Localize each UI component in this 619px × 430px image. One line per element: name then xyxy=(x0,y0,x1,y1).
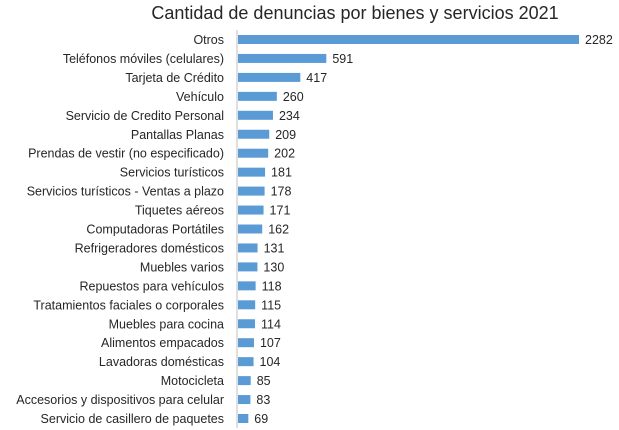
bar xyxy=(238,72,301,82)
data-label: 114 xyxy=(261,317,281,331)
bar xyxy=(238,376,251,386)
data-label: 162 xyxy=(268,223,289,237)
data-label: 118 xyxy=(262,279,282,293)
category-label: Teléfonos móviles (celulares) xyxy=(63,52,224,66)
category-label: Prendas de vestir (no especificado) xyxy=(28,147,224,161)
category-label: Otros xyxy=(193,33,224,47)
category-label: Computadoras Portátiles xyxy=(86,223,224,237)
category-label: Alimentos empacados xyxy=(101,336,224,350)
category-label: Refrigeradores domésticos xyxy=(75,241,224,255)
category-label: Repuestos para vehículos xyxy=(79,279,224,293)
data-label: 2282 xyxy=(585,33,613,47)
data-label: 202 xyxy=(274,147,295,161)
bar xyxy=(238,243,258,253)
bar xyxy=(238,281,256,291)
bar xyxy=(238,110,273,120)
data-label: 69 xyxy=(254,412,268,426)
bars-group: Otros 2282 Teléfonos móviles (celulares) 59… xyxy=(16,33,613,426)
data-label: 171 xyxy=(270,204,291,218)
data-label: 130 xyxy=(263,260,284,274)
category-label: Vehículo xyxy=(176,90,224,104)
bar xyxy=(238,224,263,234)
data-label: 181 xyxy=(271,166,292,180)
bar xyxy=(238,148,269,158)
data-label: 417 xyxy=(306,71,327,85)
bar xyxy=(238,300,256,310)
category-label: Servicios turísticos - Ventas a plazo xyxy=(27,185,224,199)
data-label: 104 xyxy=(260,355,281,369)
bar xyxy=(238,262,258,272)
bar xyxy=(238,167,266,177)
category-label: Pantallas Planas xyxy=(131,128,224,142)
data-label: 85 xyxy=(257,374,271,388)
bar xyxy=(238,186,265,196)
bar xyxy=(238,91,277,101)
bar xyxy=(238,319,256,329)
data-label: 107 xyxy=(260,336,281,350)
bar xyxy=(238,414,249,423)
bar xyxy=(238,53,327,63)
bar xyxy=(238,129,270,139)
category-label: Tiquetes aéreos xyxy=(135,204,224,218)
data-label: 260 xyxy=(283,90,304,104)
bar xyxy=(238,357,254,367)
data-label: 131 xyxy=(264,241,285,255)
category-label: Servicios turísticos xyxy=(120,166,224,180)
data-label: 209 xyxy=(275,128,296,142)
bar xyxy=(238,338,254,348)
data-label: 234 xyxy=(279,109,300,123)
bar xyxy=(238,35,579,44)
bar xyxy=(238,205,264,215)
data-label: 115 xyxy=(261,298,281,312)
chart-title: Cantidad de denuncias por bienes y servi… xyxy=(151,3,558,23)
category-label: Muebles para cocina xyxy=(109,317,224,331)
category-label: Muebles varios xyxy=(140,260,224,274)
data-label: 178 xyxy=(271,185,292,199)
category-label: Servicio de casillero de paquetes xyxy=(41,412,224,426)
category-label: Tratamientos faciales o corporales xyxy=(33,298,224,312)
category-label: Servicio de Credito Personal xyxy=(66,109,224,123)
bar xyxy=(238,395,251,405)
category-label: Accesorios y dispositivos para celular xyxy=(16,393,224,407)
category-label: Motocicleta xyxy=(161,374,224,388)
category-label: Lavadoras domésticas xyxy=(99,355,224,369)
data-label: 83 xyxy=(256,393,270,407)
data-label: 591 xyxy=(332,52,353,66)
category-label: Tarjeta de Crédito xyxy=(125,71,224,85)
